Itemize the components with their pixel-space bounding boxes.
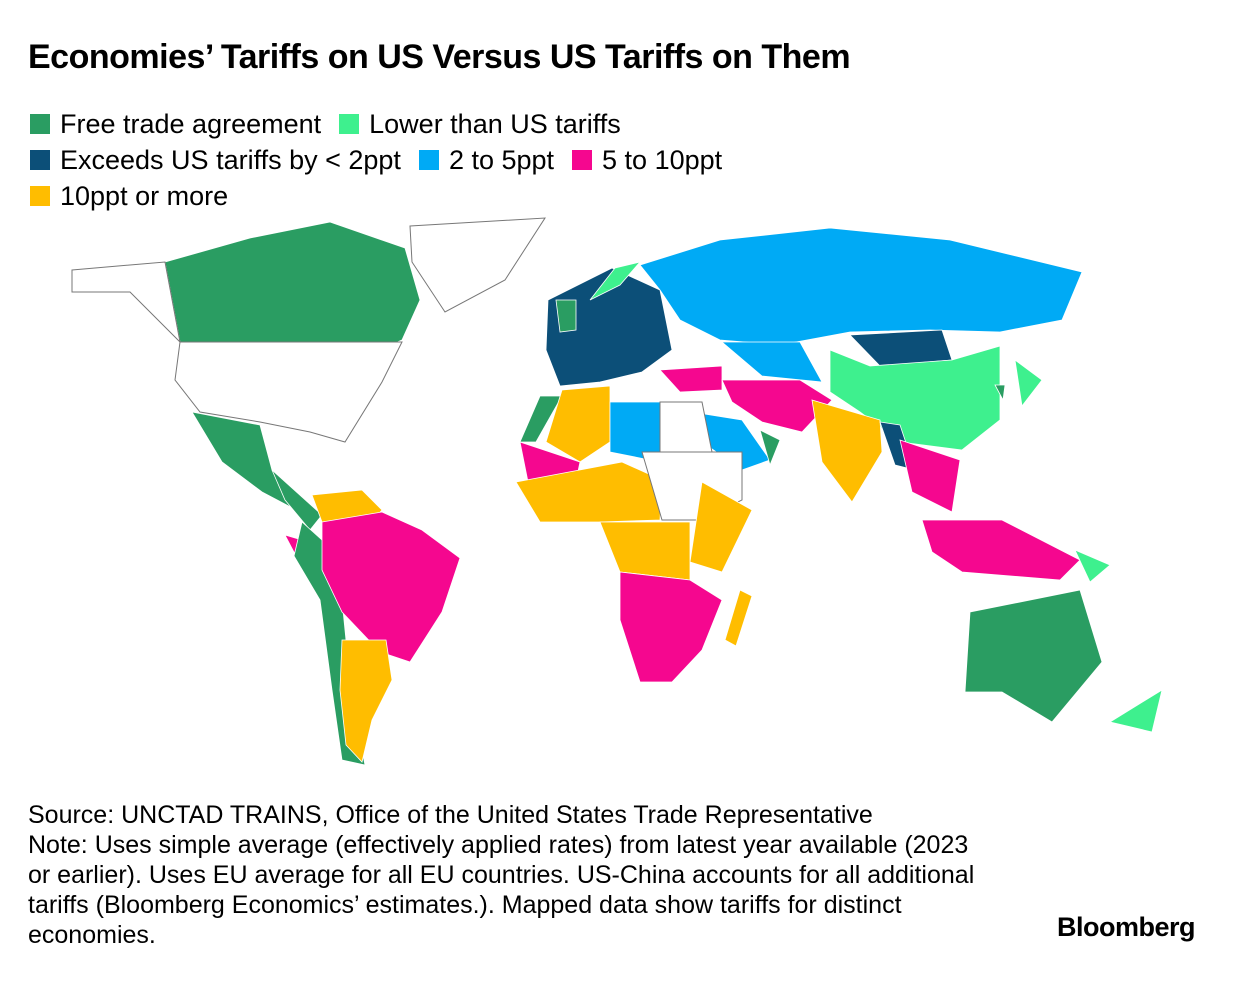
region-united-kingdom [555, 299, 577, 333]
legend-item-lt2: Exceeds US tariffs by < 2ppt [30, 142, 401, 178]
region-southern-africa [619, 571, 723, 683]
region-papua-new-guinea [1074, 549, 1111, 583]
region-turkey [659, 365, 723, 393]
legend-item-fta: Free trade agreement [30, 106, 321, 142]
region-mongolia [849, 329, 953, 367]
legend-item-2to5: 2 to 5ppt [418, 142, 555, 178]
legend-swatch [30, 186, 50, 206]
legend-swatch [572, 150, 593, 170]
legend-swatch [30, 150, 50, 170]
region-central-africa [599, 521, 691, 581]
legend: Free trade agreement Lower than US tarif… [30, 106, 930, 214]
region-oman [759, 429, 781, 467]
legend-label: Lower than US tariffs [369, 109, 621, 139]
region-south-korea [994, 384, 1006, 402]
region-morocco [519, 395, 563, 443]
source-text: Source: UNCTAD TRAINS, Office of the Uni… [28, 801, 873, 829]
legend-swatch [30, 114, 50, 134]
region-united-states [174, 341, 403, 443]
region-alaska-us- [71, 261, 181, 344]
region-southeast-asia [899, 439, 961, 513]
region-algeria [545, 385, 611, 463]
region-australia [964, 589, 1103, 723]
region-east-africa [689, 481, 753, 573]
legend-swatch [418, 150, 439, 170]
region-russia [639, 227, 1083, 346]
region-iran-afghanistan-pakistan [721, 379, 833, 433]
region-china [829, 345, 1001, 451]
region-canada [164, 221, 421, 363]
legend-item-5to10: 5 to 10ppt [572, 142, 722, 178]
region-west-africa [515, 461, 663, 523]
legend-label: Exceeds US tariffs by < 2ppt [60, 145, 401, 175]
region-madagascar [724, 589, 753, 647]
legend-swatch [339, 114, 360, 134]
legend-label: 2 to 5ppt [448, 145, 555, 175]
bloomberg-logo: Bloomberg [1057, 912, 1196, 942]
region-argentina [339, 639, 393, 763]
region-brazil-bolivia-paraguay [321, 511, 461, 663]
region-central-asia [720, 341, 823, 383]
note-text: Note: Uses simple average (effectively a… [28, 831, 975, 949]
region-egypt [659, 401, 713, 453]
legend-item-10plus: 10ppt or more [30, 178, 228, 214]
legend-label: 5 to 10ppt [602, 145, 723, 175]
region-greenland [409, 217, 546, 313]
region-new-zealand [1108, 689, 1163, 733]
legend-label: 10ppt or more [60, 181, 229, 211]
region-india [811, 399, 883, 503]
region-norway [589, 261, 642, 301]
region-japan [1014, 359, 1043, 407]
region-indonesia-malaysia [921, 519, 1081, 581]
legend-label: Free trade agreement [60, 109, 322, 139]
footnote: Source: UNCTAD TRAINS, Office of the Uni… [28, 800, 988, 950]
legend-item-lower: Lower than US tariffs [339, 106, 621, 142]
chart-title: Economies’ Tariffs on US Versus US Tarif… [28, 38, 851, 76]
